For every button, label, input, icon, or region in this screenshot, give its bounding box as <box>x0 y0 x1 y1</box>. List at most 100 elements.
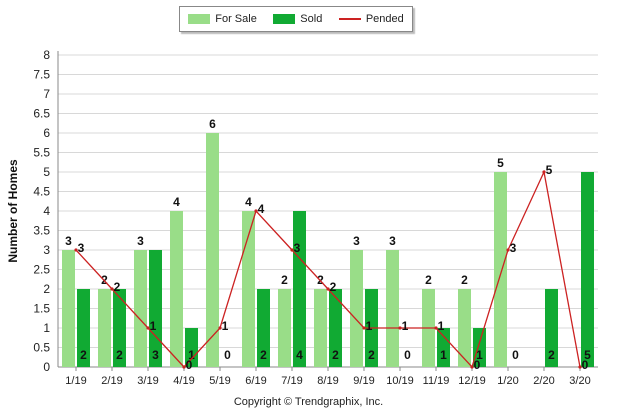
bar-sold <box>77 289 90 367</box>
y-tick-label: 3.5 <box>33 224 50 238</box>
x-tick-label: 3/20 <box>569 375 590 387</box>
legend-label-pended: Pended <box>365 13 404 25</box>
y-tick-label: 6.5 <box>33 107 50 121</box>
data-label-sold: 2 <box>548 348 555 362</box>
data-label-pended: 1 <box>366 319 373 333</box>
x-tick-label: 2/19 <box>101 375 122 387</box>
y-tick-label: 1.5 <box>33 302 50 316</box>
data-label-for-sale: 3 <box>65 234 72 248</box>
data-label-pended: 5 <box>546 163 553 177</box>
bar-for-sale <box>242 211 255 367</box>
legend: For Sale Sold Pended <box>179 6 413 32</box>
data-label-for-sale: 4 <box>245 195 252 209</box>
data-label-pended: 0 <box>474 358 481 372</box>
legend-item-sold: Sold <box>273 13 322 25</box>
legend-label-sold: Sold <box>300 13 323 25</box>
data-label-sold: 3 <box>152 348 159 362</box>
legend-label-for-sale: For Sale <box>215 13 257 25</box>
data-label-sold: 2 <box>260 348 267 362</box>
bar-for-sale <box>458 289 471 367</box>
y-tick-label: 2 <box>43 282 50 296</box>
data-label-for-sale: 2 <box>101 273 108 287</box>
data-label-sold: 2 <box>116 348 123 362</box>
y-tick-label: 7 <box>43 87 50 101</box>
x-tick-label: 5/19 <box>209 375 230 387</box>
bar-sold <box>185 328 198 367</box>
data-label-pended: 1 <box>222 319 229 333</box>
y-tick-label: 4 <box>43 204 50 218</box>
point-pended <box>182 365 186 369</box>
bar-sold <box>113 289 126 367</box>
bar-for-sale <box>134 250 147 367</box>
data-label-pended: 0 <box>582 358 589 372</box>
data-label-sold: 2 <box>332 348 339 362</box>
data-label-pended: 1 <box>150 319 157 333</box>
data-label-sold: 0 <box>512 348 519 362</box>
bar-for-sale <box>314 289 327 367</box>
data-label-for-sale: 3 <box>389 234 396 248</box>
x-tick-label: 6/19 <box>245 375 266 387</box>
point-pended <box>74 248 78 252</box>
data-label-sold: 1 <box>440 348 447 362</box>
y-tick-label: 1 <box>43 321 50 335</box>
data-label-pended: 1 <box>438 319 445 333</box>
point-pended <box>542 170 546 174</box>
x-tick-label: 11/19 <box>423 375 450 387</box>
bar-sold <box>149 250 162 367</box>
y-tick-label: 6 <box>43 126 50 140</box>
x-tick-label: 10/19 <box>386 375 414 387</box>
copyright: Copyright © Trendgraphix, Inc. <box>233 396 384 408</box>
x-tick-label: 4/19 <box>173 375 194 387</box>
data-label-pended: 3 <box>294 241 301 255</box>
data-label-sold: 0 <box>224 348 231 362</box>
legend-swatch-for-sale <box>188 14 211 24</box>
x-tick-label: 12/19 <box>458 375 486 387</box>
point-pended <box>218 326 222 330</box>
x-tick-label: 1/19 <box>65 375 86 387</box>
data-label-for-sale: 5 <box>497 156 504 170</box>
point-pended <box>254 209 258 213</box>
data-label-pended: 2 <box>114 280 121 294</box>
y-tick-label: 0.5 <box>33 341 50 355</box>
legend-item-for-sale: For Sale <box>188 13 257 25</box>
y-axis-label: Number of Homes <box>6 159 20 263</box>
data-label-for-sale: 6 <box>209 117 216 131</box>
data-label-for-sale: 2 <box>425 273 432 287</box>
point-pended <box>578 365 582 369</box>
bar-for-sale <box>494 172 507 367</box>
data-label-sold: 0 <box>404 348 411 362</box>
x-tick-label: 9/19 <box>353 375 374 387</box>
point-pended <box>146 326 150 330</box>
data-label-for-sale: 2 <box>281 273 288 287</box>
bar-for-sale <box>278 289 291 367</box>
data-label-for-sale: 3 <box>353 234 360 248</box>
point-pended <box>434 326 438 330</box>
y-tick-label: 4.5 <box>33 185 50 199</box>
bar-for-sale <box>98 289 111 367</box>
x-tick-label: 3/19 <box>137 375 158 387</box>
data-label-for-sale: 4 <box>173 195 180 209</box>
bar-for-sale <box>170 211 183 367</box>
data-label-pended: 2 <box>330 280 337 294</box>
bar-for-sale <box>350 250 363 367</box>
y-tick-label: 8 <box>43 48 50 62</box>
bar-sold <box>545 289 558 367</box>
y-tick-label: 2.5 <box>33 263 50 277</box>
y-tick-label: 3 <box>43 243 50 257</box>
y-tick-label: 7.5 <box>33 68 50 82</box>
y-tick-label: 5.5 <box>33 146 50 160</box>
bar-sold <box>293 211 306 367</box>
data-label-pended: 3 <box>78 241 85 255</box>
y-tick-label: 0 <box>43 360 50 374</box>
data-label-for-sale: 3 <box>137 234 144 248</box>
data-label-pended: 4 <box>258 202 265 216</box>
data-label-pended: 1 <box>402 319 409 333</box>
x-tick-label: 8/19 <box>317 375 338 387</box>
point-pended <box>290 248 294 252</box>
point-pended <box>110 287 114 291</box>
data-label-pended: 0 <box>186 358 193 372</box>
x-tick-label: 2/20 <box>533 375 554 387</box>
data-label-for-sale: 2 <box>461 273 468 287</box>
bar-sold <box>473 328 486 367</box>
